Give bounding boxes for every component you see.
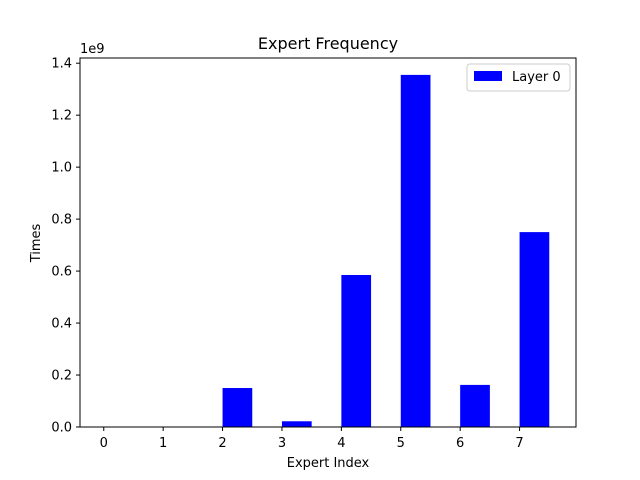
y-tick-label: 1.0: [51, 161, 72, 176]
y-tick-label: 0.0: [51, 421, 72, 436]
chart-title: Expert Frequency: [258, 34, 398, 53]
y-tick-label: 0.8: [51, 213, 72, 228]
y-tick-label: 1.2: [51, 109, 72, 124]
ticks-group: 0 1 2 3 4 5 6 7 0.0 0.2 0.4 0.6 0.8 1.0 1.2 1.4: [51, 57, 523, 451]
x-tick-label: 0: [100, 436, 108, 451]
bar-expert-2: [222, 388, 253, 427]
bar-expert-4: [341, 274, 372, 427]
y-axis-label: Times: [29, 223, 44, 263]
x-axis-label: Expert Index: [287, 456, 370, 471]
bar-expert-5: [400, 74, 431, 427]
legend: Layer 0: [466, 63, 571, 92]
y-tick-label: 0.2: [51, 369, 72, 384]
bar-expert-6: [460, 384, 490, 427]
legend-swatch: [474, 71, 502, 81]
bar-expert-7: [519, 232, 550, 427]
bar-expert-3: [281, 421, 312, 427]
legend-entry-label: Layer 0: [512, 70, 561, 85]
legend-box: [466, 63, 571, 92]
plot-frame: [79, 57, 577, 428]
x-tick-label: 6: [456, 436, 464, 451]
bars-group: [222, 74, 550, 427]
x-tick-label: 4: [337, 436, 345, 451]
y-tick-label: 0.4: [51, 317, 72, 332]
x-tick-label: 7: [515, 436, 523, 451]
x-tick-label: 5: [397, 436, 405, 451]
x-tick-label: 1: [159, 436, 167, 451]
y-tick-label: 0.6: [51, 265, 72, 280]
x-tick-label: 2: [218, 436, 226, 451]
x-tick-label: 3: [278, 436, 286, 451]
y-tick-label: 1.4: [51, 57, 72, 72]
y-axis-scale-label: 1e9: [80, 42, 105, 57]
